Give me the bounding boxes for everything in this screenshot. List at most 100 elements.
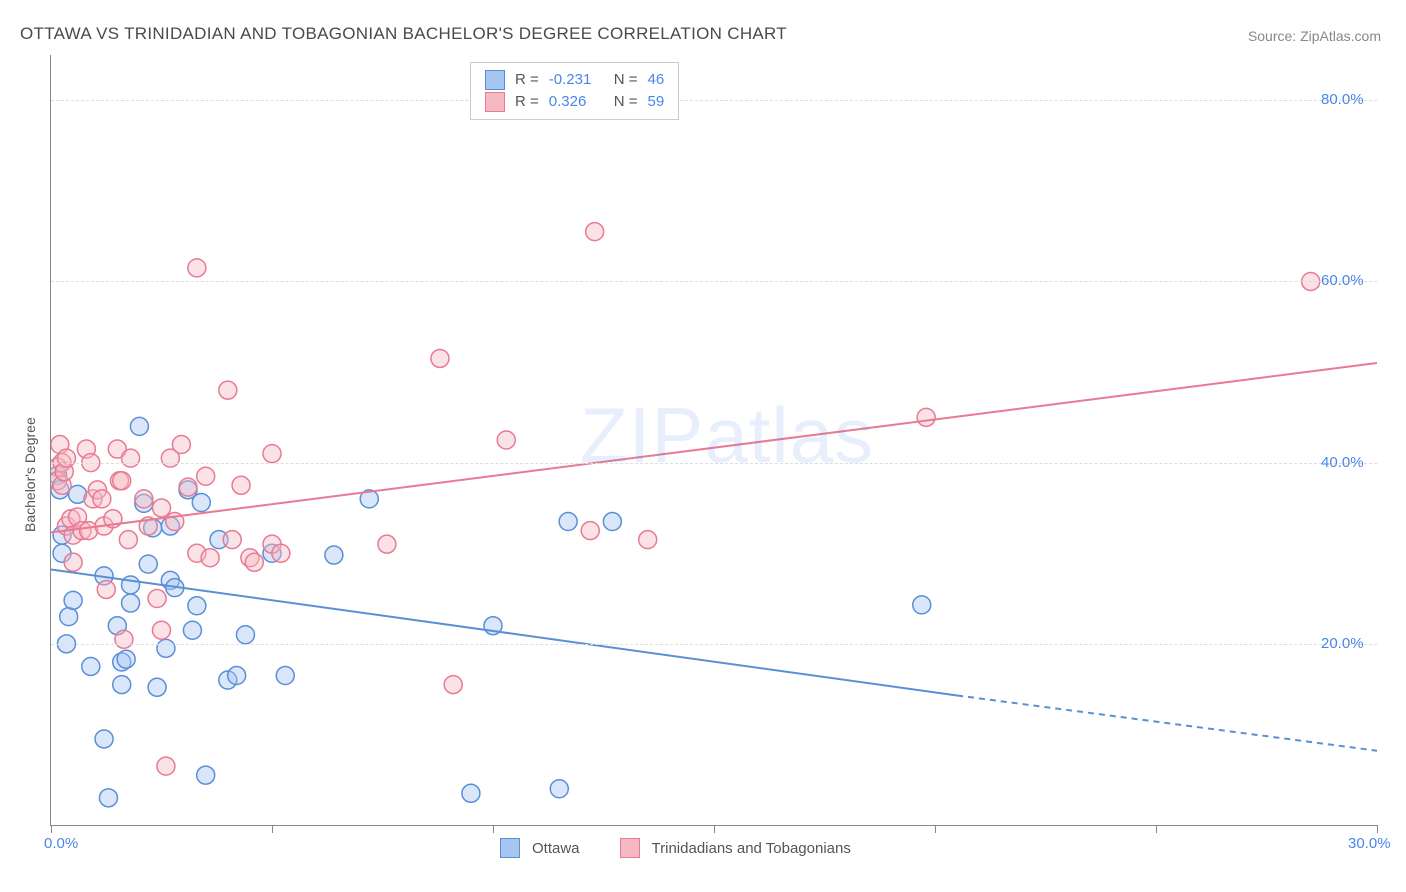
data-point-trinidad <box>64 553 82 571</box>
data-point-trinidad <box>148 590 166 608</box>
gridline <box>51 644 1377 645</box>
data-point-ottawa <box>236 626 254 644</box>
data-point-trinidad <box>639 531 657 549</box>
x-tick <box>51 825 52 833</box>
data-point-ottawa <box>462 784 480 802</box>
data-point-ottawa <box>117 650 135 668</box>
legend-label-trinidad: Trinidadians and Tobagonians <box>652 840 851 857</box>
legend-swatch-ottawa <box>500 838 520 858</box>
n-value: 46 <box>648 69 665 91</box>
data-point-trinidad <box>172 436 190 454</box>
x-tick <box>1377 825 1378 833</box>
data-point-ottawa <box>122 594 140 612</box>
r-value: 0.326 <box>549 91 604 113</box>
data-point-trinidad <box>917 408 935 426</box>
data-point-ottawa <box>82 657 100 675</box>
data-point-trinidad <box>93 490 111 508</box>
source-attribution: Source: ZipAtlas.com <box>1248 28 1381 44</box>
data-point-trinidad <box>219 381 237 399</box>
data-point-trinidad <box>581 522 599 540</box>
data-point-ottawa <box>64 591 82 609</box>
data-point-ottawa <box>550 780 568 798</box>
data-point-ottawa <box>325 546 343 564</box>
x-tick-label: 0.0% <box>44 835 78 852</box>
data-point-ottawa <box>130 417 148 435</box>
data-point-trinidad <box>232 476 250 494</box>
data-point-trinidad <box>444 676 462 694</box>
data-point-ottawa <box>99 789 117 807</box>
data-point-ottawa <box>276 667 294 685</box>
x-tick <box>714 825 715 833</box>
scatter-plot-area <box>50 55 1377 826</box>
data-point-ottawa <box>122 576 140 594</box>
data-point-ottawa <box>192 494 210 512</box>
data-point-trinidad <box>153 621 171 639</box>
data-point-trinidad <box>201 549 219 567</box>
swatch-ottawa <box>485 70 505 90</box>
r-value: -0.231 <box>549 69 604 91</box>
data-point-trinidad <box>135 490 153 508</box>
x-tick <box>1156 825 1157 833</box>
n-label: N = <box>614 91 638 113</box>
y-tick-label: 20.0% <box>1321 635 1364 652</box>
legend-swatch-trinidad <box>620 838 640 858</box>
data-point-trinidad <box>586 223 604 241</box>
data-point-trinidad <box>188 259 206 277</box>
data-point-trinidad <box>113 472 131 490</box>
data-point-trinidad <box>197 467 215 485</box>
data-point-trinidad <box>153 499 171 517</box>
corr-legend-row-trinidad: R = 0.326 N = 59 <box>485 91 664 113</box>
trendline-ottawa-dashed <box>957 695 1377 750</box>
data-point-trinidad <box>122 449 140 467</box>
data-point-ottawa <box>913 596 931 614</box>
r-label: R = <box>515 69 539 91</box>
data-point-ottawa <box>197 766 215 784</box>
y-tick-label: 80.0% <box>1321 91 1364 108</box>
x-tick-label: 30.0% <box>1348 835 1391 852</box>
gridline <box>51 281 1377 282</box>
y-tick-label: 40.0% <box>1321 454 1364 471</box>
data-point-ottawa <box>148 678 166 696</box>
r-label: R = <box>515 91 539 113</box>
n-label: N = <box>614 69 638 91</box>
x-tick <box>935 825 936 833</box>
data-point-trinidad <box>378 535 396 553</box>
data-point-trinidad <box>97 580 115 598</box>
source-value: ZipAtlas.com <box>1300 28 1381 44</box>
data-point-ottawa <box>183 621 201 639</box>
correlation-legend: R = -0.231 N = 46 R = 0.326 N = 59 <box>470 62 679 120</box>
n-value: 59 <box>648 91 665 113</box>
data-point-ottawa <box>603 513 621 531</box>
data-point-ottawa <box>157 639 175 657</box>
data-point-trinidad <box>245 553 263 571</box>
data-point-trinidad <box>179 478 197 496</box>
trendline-trinidad <box>51 363 1377 532</box>
data-point-trinidad <box>157 757 175 775</box>
data-point-trinidad <box>119 531 137 549</box>
data-point-ottawa <box>139 555 157 573</box>
scatter-svg <box>51 55 1377 825</box>
swatch-trinidad <box>485 92 505 112</box>
data-point-trinidad <box>263 445 281 463</box>
data-point-trinidad <box>223 531 241 549</box>
data-point-ottawa <box>60 608 78 626</box>
gridline <box>51 463 1377 464</box>
data-point-ottawa <box>228 667 246 685</box>
corr-legend-row-ottawa: R = -0.231 N = 46 <box>485 69 664 91</box>
data-point-ottawa <box>559 513 577 531</box>
gridline <box>51 100 1377 101</box>
x-tick <box>493 825 494 833</box>
y-tick-label: 60.0% <box>1321 272 1364 289</box>
y-axis-label: Bachelor's Degree <box>22 418 38 533</box>
source-label: Source: <box>1248 28 1300 44</box>
chart-title: OTTAWA VS TRINIDADIAN AND TOBAGONIAN BAC… <box>20 24 787 44</box>
data-point-trinidad <box>431 349 449 367</box>
data-point-trinidad <box>57 449 75 467</box>
data-point-ottawa <box>113 676 131 694</box>
x-tick <box>272 825 273 833</box>
data-point-ottawa <box>95 730 113 748</box>
data-point-trinidad <box>115 630 133 648</box>
legend-label-ottawa: Ottawa <box>532 840 580 857</box>
data-point-trinidad <box>272 544 290 562</box>
series-legend: Ottawa Trinidadians and Tobagonians <box>500 838 879 858</box>
